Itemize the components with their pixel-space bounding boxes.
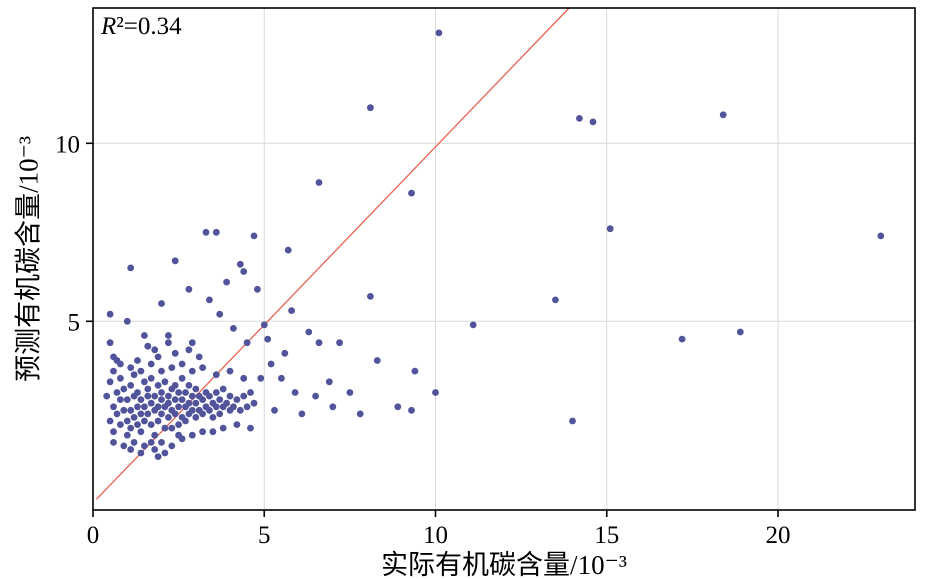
svg-text:15: 15 [594,522,619,549]
svg-text:20: 20 [766,522,791,549]
r2-symbol: R [101,13,117,40]
x-axis-label: 实际有机碳含量/10⁻³ [381,550,627,579]
svg-text:5: 5 [258,522,271,549]
svg-text:10: 10 [423,522,448,549]
svg-text:10: 10 [55,131,80,158]
svg-text:5: 5 [68,309,81,336]
r-squared-annotation: R²=0.34 [101,13,182,41]
svg-text:0: 0 [87,522,100,549]
r2-value: ²=0.34 [116,13,182,40]
y-axis-label: 预测有机碳含量/10⁻³ [13,136,44,382]
